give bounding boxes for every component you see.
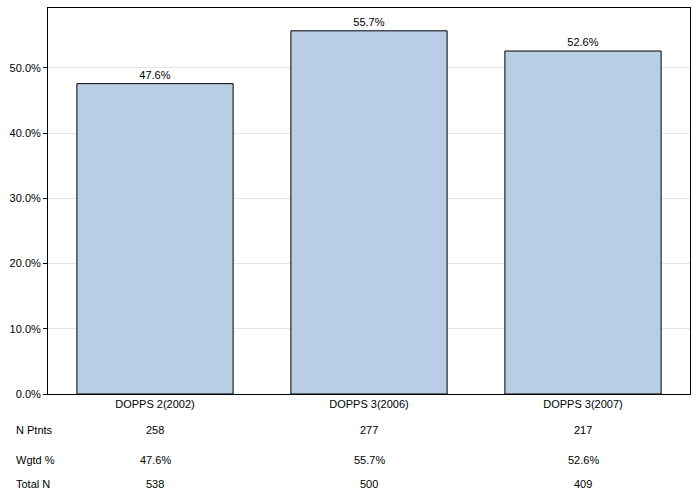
svg-text:20.0%: 20.0%	[10, 257, 41, 269]
svg-text:52.6%: 52.6%	[568, 454, 599, 466]
svg-text:217: 217	[574, 424, 592, 436]
svg-text:0.0%: 0.0%	[16, 388, 41, 400]
svg-text:47.6%: 47.6%	[139, 69, 170, 81]
svg-text:538: 538	[146, 478, 164, 490]
svg-text:500: 500	[360, 478, 378, 490]
svg-text:10.0%: 10.0%	[10, 323, 41, 335]
svg-text:258: 258	[146, 424, 164, 436]
svg-text:Total N: Total N	[16, 478, 50, 490]
svg-text:N Ptnts: N Ptnts	[16, 424, 53, 436]
svg-text:40.0%: 40.0%	[10, 127, 41, 139]
svg-text:30.0%: 30.0%	[10, 192, 41, 204]
svg-text:DOPPS 3(2006): DOPPS 3(2006)	[329, 398, 408, 410]
svg-text:47.6%: 47.6%	[140, 454, 171, 466]
svg-text:55.7%: 55.7%	[353, 16, 384, 28]
svg-text:50.0%: 50.0%	[10, 62, 41, 74]
svg-text:409: 409	[574, 478, 592, 490]
svg-text:55.7%: 55.7%	[354, 454, 385, 466]
svg-text:277: 277	[360, 424, 378, 436]
svg-text:52.6%: 52.6%	[567, 36, 598, 48]
svg-text:Wgtd %: Wgtd %	[16, 454, 55, 466]
svg-text:DOPPS 2(2002): DOPPS 2(2002)	[115, 398, 194, 410]
svg-text:DOPPS 3(2007): DOPPS 3(2007)	[543, 398, 622, 410]
